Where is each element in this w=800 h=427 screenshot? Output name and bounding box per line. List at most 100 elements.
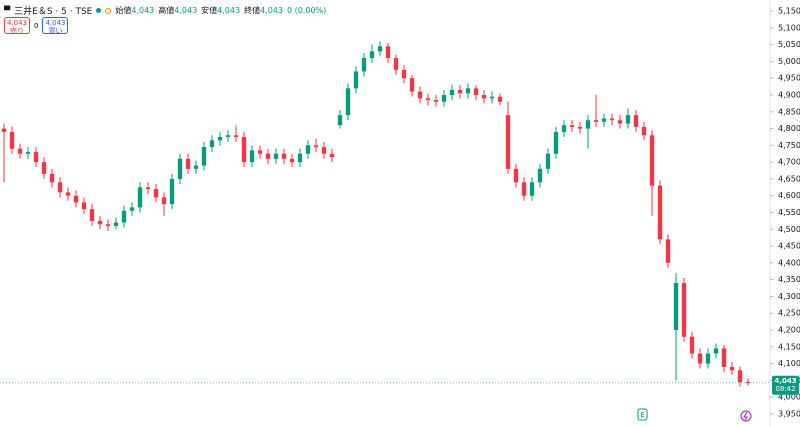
candle-body <box>73 195 79 203</box>
candle-body <box>657 185 663 240</box>
candle-body <box>345 88 351 116</box>
candle-body <box>729 366 735 371</box>
candle-body <box>161 197 167 205</box>
candle-body <box>433 100 439 102</box>
candle-body <box>441 95 447 102</box>
candle-body <box>105 224 111 226</box>
buy-button[interactable]: 4,043 買い <box>42 17 69 35</box>
candle-body <box>97 220 103 225</box>
candle-body <box>721 348 727 367</box>
change: 0 (0.00%) <box>286 6 327 15</box>
status-icon <box>105 7 112 14</box>
candle-body <box>489 96 495 99</box>
candle-body <box>1 128 7 132</box>
candle-body <box>49 173 55 183</box>
candle-body <box>569 125 575 127</box>
last-price-badge <box>772 375 799 395</box>
value: 4,043 <box>174 6 198 15</box>
candle-body <box>713 348 719 354</box>
candle-body <box>89 209 95 221</box>
candle-body <box>153 188 159 198</box>
candle-body <box>321 147 327 154</box>
candle-body <box>545 153 551 169</box>
label: 終値 <box>244 6 261 15</box>
candle-body <box>329 153 335 158</box>
candle-body <box>537 168 543 183</box>
y-tick-label: 4,700 <box>778 158 800 167</box>
y-tick-label: 4,100 <box>778 359 800 368</box>
label: 買い <box>48 27 63 35</box>
y-tick-label: 5,050 <box>778 40 800 49</box>
candle-body <box>665 239 671 263</box>
candle-body <box>553 131 559 154</box>
candle-body <box>201 147 207 166</box>
y-tick-label: 4,650 <box>778 174 800 183</box>
value: 4,043 <box>217 6 241 15</box>
candle-body <box>337 115 343 126</box>
sell-button[interactable]: 4,043 売り <box>4 17 30 35</box>
y-tick-label: 4,950 <box>778 74 800 83</box>
candle-body <box>353 71 359 89</box>
candle-body <box>601 118 607 122</box>
y-tick-label: 4,450 <box>778 242 800 251</box>
y-tick-label: 4,900 <box>778 91 800 100</box>
label: 始値 <box>115 6 132 15</box>
candle-body <box>617 120 623 124</box>
candle-body <box>585 120 591 129</box>
candle-body <box>65 192 71 196</box>
candle-body <box>9 131 15 149</box>
y-tick-label: 4,000 <box>778 393 800 402</box>
candle-body <box>369 51 375 59</box>
candle-body <box>561 125 567 132</box>
candle-body <box>297 153 303 163</box>
candle-body <box>41 162 47 174</box>
y-tick-label: 5,150 <box>778 7 800 16</box>
candle-body <box>593 120 599 122</box>
candle-body <box>281 153 287 159</box>
y-tick-label: 5,100 <box>778 23 800 32</box>
y-tick-label: 4,600 <box>778 191 800 200</box>
candle-body <box>609 118 615 121</box>
candle-body <box>217 136 223 141</box>
candle-body <box>313 145 319 148</box>
y-tick-label: 5,000 <box>778 57 800 66</box>
candle-body <box>649 135 655 186</box>
candle-body <box>241 136 247 163</box>
countdown-label: 08:42 <box>775 385 795 393</box>
candle-body <box>129 207 135 211</box>
candle-body <box>737 370 743 383</box>
candle-body <box>577 126 583 129</box>
candle-body <box>361 58 367 72</box>
candle-body <box>673 282 679 330</box>
candle-body <box>257 150 263 154</box>
candle-body <box>193 165 199 169</box>
candle-body <box>393 58 399 70</box>
candle-body <box>377 46 383 52</box>
symbol[interactable]: 三井E＆S · 5 · TSE <box>14 7 93 17</box>
candle-body <box>625 115 631 124</box>
candle-body <box>409 78 415 92</box>
candle-body <box>33 152 39 163</box>
earnings-icon[interactable]: E <box>637 408 648 421</box>
candle-body <box>681 282 687 337</box>
candle-body <box>641 126 647 136</box>
y-tick-label: 4,300 <box>778 292 800 301</box>
candle-body <box>705 353 711 364</box>
candle-body <box>513 168 519 183</box>
candle-body <box>121 210 127 223</box>
candle-body <box>17 148 23 154</box>
candle-body <box>169 178 175 205</box>
events-icon[interactable] <box>740 410 752 422</box>
label: 売り <box>10 27 24 35</box>
candle-body <box>473 88 479 96</box>
y-tick-label: 4,850 <box>778 107 800 116</box>
candle-body <box>225 135 231 137</box>
candle-body <box>185 158 191 169</box>
spread: 0 <box>34 21 39 30</box>
candle-body <box>385 46 391 59</box>
candle-body <box>497 96 503 102</box>
candle-body <box>697 353 703 364</box>
value: 4,043 <box>260 6 283 15</box>
candle-body <box>57 182 63 193</box>
